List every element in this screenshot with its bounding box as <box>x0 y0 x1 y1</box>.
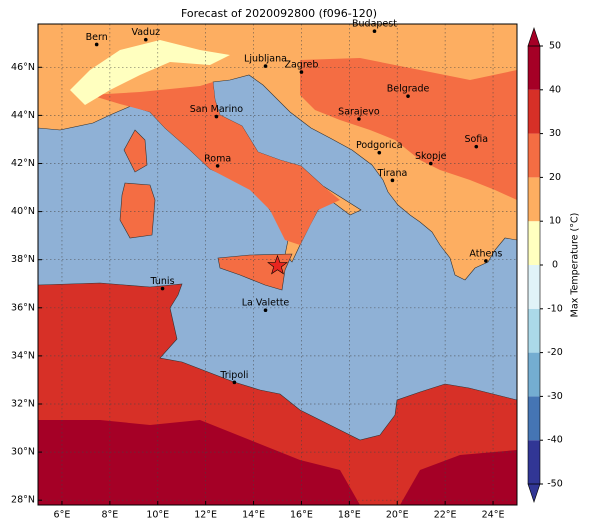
city-label: Podgorica <box>356 140 403 151</box>
colorbar-band <box>528 396 540 441</box>
lat-tick-label: 28°N <box>11 495 35 506</box>
colorbar-tick-label: 40 <box>549 84 561 95</box>
lon-tick-label: 16°E <box>290 510 313 521</box>
desert-hot <box>400 450 517 505</box>
lat-tick-label: 46°N <box>11 62 35 73</box>
desert-hot <box>38 420 360 505</box>
city-dot <box>474 144 479 149</box>
island-corsica <box>123 129 148 173</box>
lat-tick-label: 30°N <box>11 447 35 458</box>
lon-tick-label: 10°E <box>146 510 169 521</box>
colorbar-band <box>528 177 540 222</box>
city-label: Skopje <box>415 151 447 162</box>
colorbar-extend-bottom <box>527 483 541 503</box>
city-label: Budapest <box>352 19 397 30</box>
lon-tick-label: 8°E <box>101 510 118 521</box>
colorbar-band <box>528 221 540 265</box>
colorbar-tick-label: 20 <box>549 172 561 183</box>
city-dot <box>94 42 99 47</box>
city-label: Belgrade <box>387 84 430 95</box>
city-label: La Valette <box>242 298 290 309</box>
city-label: Sarajevo <box>338 106 380 117</box>
lon-tick-label: 12°E <box>194 510 217 521</box>
colorbar-tick-label: -10 <box>547 303 563 314</box>
city-dot <box>263 308 268 312</box>
colorbar-tick-label: 30 <box>549 128 561 139</box>
city-label: Tunis <box>150 276 175 287</box>
city-label: Vaduz <box>131 27 160 38</box>
colorbar-tick-label: 50 <box>549 41 561 52</box>
colorbar-tick-label: 10 <box>549 216 561 227</box>
lat-tick-label: 42°N <box>11 158 35 169</box>
colorbar-band <box>528 440 540 484</box>
city-dot <box>406 94 410 98</box>
colorbar-band <box>528 89 540 134</box>
lat-tick-label: 34°N <box>11 350 35 361</box>
city-dot <box>372 29 377 34</box>
map-area <box>38 24 517 505</box>
colorbar-band <box>528 265 540 309</box>
city-label: Zagreb <box>284 60 318 71</box>
city-dot <box>299 70 304 74</box>
city-dot <box>484 259 488 263</box>
city-dot <box>357 117 361 121</box>
city-label: Tripoli <box>219 370 248 381</box>
colorbar-label: Max Temperature (°C) <box>570 213 581 318</box>
city-label: Tirana <box>377 168 408 179</box>
lat-tick-label: 38°N <box>11 254 35 265</box>
colorbar-band <box>528 352 540 397</box>
lat-tick-label: 32°N <box>11 398 35 409</box>
lat-tick-label: 40°N <box>11 206 35 217</box>
lon-tick-label: 22°E <box>434 510 457 521</box>
city-dot <box>215 164 220 168</box>
lowland-warm <box>300 58 517 200</box>
city-dot <box>263 64 268 68</box>
city-label: Athens <box>469 248 502 259</box>
city-label: Ljubljana <box>244 54 287 65</box>
colorbar-tick-label: -30 <box>547 391 563 402</box>
lon-tick-label: 14°E <box>242 510 265 521</box>
colorbar-tick-label: -20 <box>547 347 563 358</box>
lon-tick-label: 20°E <box>386 510 409 521</box>
city-dot <box>232 380 237 385</box>
lon-tick-label: 24°E <box>482 510 505 521</box>
colorbar-band <box>528 46 540 90</box>
colorbar-extend-top <box>527 27 541 47</box>
city-dot <box>428 161 433 166</box>
city-label: Bern <box>86 32 108 43</box>
map-title: Forecast of 2020092800 (f096-120) <box>181 7 377 20</box>
colorbar-tick-label: -40 <box>547 435 563 446</box>
city-dot <box>143 37 148 42</box>
city-dot <box>390 178 395 183</box>
city-label: Roma <box>204 153 231 164</box>
colorbar-band <box>528 133 540 178</box>
colorbar-tick-label: -50 <box>547 479 563 490</box>
city-dot <box>377 150 382 155</box>
city-dot <box>160 286 165 291</box>
event-marker <box>267 254 288 275</box>
city-label: Sofia <box>464 134 488 145</box>
lat-tick-label: 44°N <box>11 110 35 121</box>
colorbar-tick-label: 0 <box>552 260 558 271</box>
colorbar-band <box>528 308 540 353</box>
city-dot <box>214 114 219 119</box>
lon-tick-label: 18°E <box>338 510 361 521</box>
city-label: San Marino <box>190 104 243 115</box>
island-sardinia <box>119 182 156 239</box>
lat-tick-label: 36°N <box>11 302 35 313</box>
lon-tick-label: 6°E <box>54 510 71 521</box>
map-frame <box>37 23 518 506</box>
